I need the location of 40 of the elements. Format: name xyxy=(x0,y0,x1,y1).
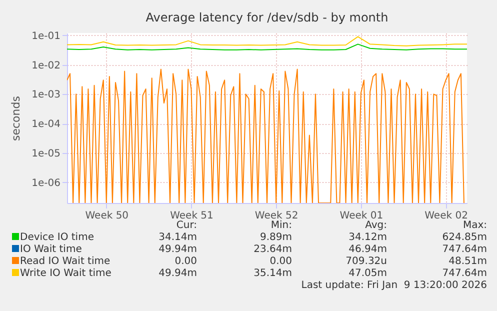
text: 49.94m xyxy=(158,268,197,279)
text: 47.05m xyxy=(348,268,387,279)
text: 747.64m xyxy=(441,244,487,255)
x-tick-label: Week 51 xyxy=(170,210,214,222)
legend-label: Read IO Wait time xyxy=(19,256,110,267)
x-tick-label: Week 02 xyxy=(424,210,468,222)
text: 35.14m xyxy=(252,268,292,279)
x-tick-label: Week 01 xyxy=(340,210,384,222)
text: Min: xyxy=(270,220,292,231)
text: 747.64m xyxy=(441,268,487,279)
text: Avg: xyxy=(364,220,387,231)
chart-title: Average latency for /dev/sdb - by month xyxy=(146,10,388,24)
text: 9.89m xyxy=(258,232,292,243)
x-tick-label: Week 50 xyxy=(85,210,129,222)
y-tick-label: 1e-03 xyxy=(32,90,60,101)
text: Cur: xyxy=(175,220,197,231)
text: 34.14m xyxy=(158,232,197,243)
text: 624.85m xyxy=(441,232,487,243)
y-tick-label: 1e-02 xyxy=(32,60,60,72)
y-tick-label: 1e-04 xyxy=(32,119,60,130)
text: 49.94m xyxy=(158,244,197,255)
y-axis-title: seconds xyxy=(10,96,23,141)
y-tick-label: 1e-05 xyxy=(32,148,60,160)
text: 34.12m xyxy=(348,232,387,243)
text: 0.00 xyxy=(174,256,197,267)
line-series xyxy=(67,68,464,203)
line-series xyxy=(67,36,467,46)
text: 23.64m xyxy=(252,244,292,255)
x-tick-label: Week 52 xyxy=(254,210,298,222)
legend-label: IO Wait time xyxy=(19,244,82,255)
text: 46.94m xyxy=(348,244,387,255)
text: 0.00 xyxy=(268,256,292,267)
text: 48.51m xyxy=(448,256,487,267)
text: Max: xyxy=(462,220,487,231)
legend-label: Device IO time xyxy=(19,232,94,243)
text: 709.32u xyxy=(344,256,387,267)
text: Last update: Fri Jan 9 13:20:00 2026 xyxy=(300,280,487,291)
y-tick-label: 1e-06 xyxy=(32,178,60,189)
legend-label: Write IO Wait time xyxy=(19,268,112,279)
y-tick-label: 1e-01 xyxy=(32,30,60,42)
